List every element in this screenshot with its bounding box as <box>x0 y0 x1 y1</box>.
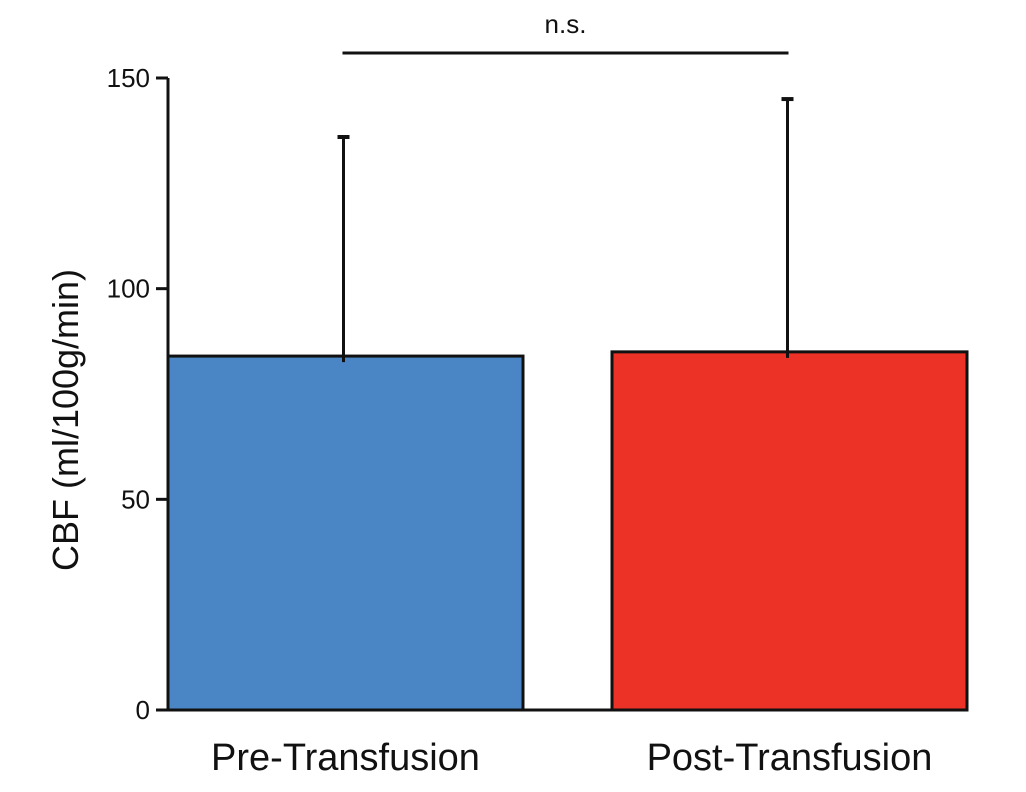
y-tick-label: 0 <box>136 695 150 725</box>
y-axis-title: CBF (ml/100g/min) <box>45 269 86 571</box>
bar-pre-transfusion <box>166 354 525 712</box>
y-ticks: 0 50 100 150 <box>107 63 168 725</box>
y-tick-label: 150 <box>107 63 150 93</box>
bars <box>166 350 969 712</box>
category-labels: Pre-Transfusion Post-Transfusion <box>211 737 932 779</box>
error-bars <box>337 97 794 363</box>
significance-annotation: n.s. <box>342 9 789 55</box>
x-category-label: Pre-Transfusion <box>211 737 480 779</box>
axes <box>166 78 968 712</box>
y-tick-label: 50 <box>121 484 150 514</box>
bar-post-transfusion <box>610 350 969 712</box>
x-category-label: Post-Transfusion <box>647 737 933 779</box>
significance-label: n.s. <box>545 9 587 39</box>
y-tick-label: 100 <box>107 274 150 304</box>
